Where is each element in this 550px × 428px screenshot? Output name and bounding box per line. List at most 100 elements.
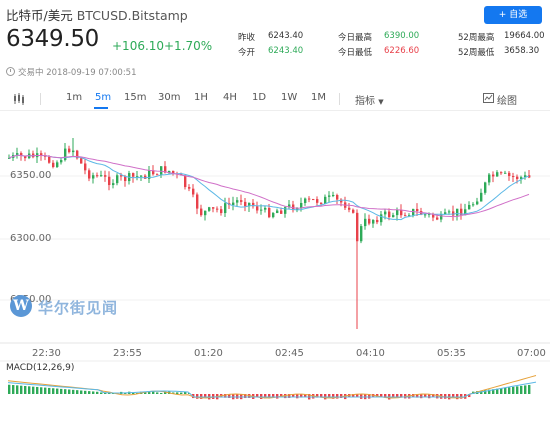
macd-bar [28,386,31,394]
macd-bar [180,392,183,394]
trading-status: 交易中 2018-09-19 07:00:51 [6,66,137,78]
draw-button[interactable]: 绘图 [483,92,517,107]
candle-body [424,214,427,216]
candle-body [116,175,119,184]
caret-down-icon: ▼ [378,98,384,106]
candle-body [348,207,351,210]
macd-bar [512,386,515,394]
candle-body [272,213,275,218]
macd-bar [316,394,319,398]
timeframe-30m[interactable]: 30m [158,92,181,103]
candle-body [476,201,479,205]
macd-bar [492,389,495,394]
macd-bar [524,385,527,394]
candle-body [204,210,207,216]
candle-body [336,194,339,200]
candle-body [488,174,491,183]
draw-icon [483,93,494,103]
candle-body [372,219,375,224]
price-chart[interactable]: 6350.00 6300.00 6250.00 W 华尔街见闻 22:30 23… [0,111,550,428]
candle-body [208,207,211,211]
timeframe-1w[interactable]: 1W [281,92,298,103]
timeframe-4h[interactable]: 4H [223,92,237,103]
macd-bar [80,390,83,394]
timeframe-1h[interactable]: 1H [194,92,208,103]
candle-body [200,208,203,216]
draw-label: 绘图 [497,96,517,107]
macd-bar [484,390,487,394]
macd-bar [292,394,295,398]
macd-bar [500,388,503,394]
candle-body [524,175,527,178]
macd-bar [16,385,19,394]
macd-bar [40,387,43,394]
candle-body [320,202,323,205]
timeframe-15m[interactable]: 15m [124,92,147,103]
candle-body [172,170,175,174]
candle-body [392,215,395,218]
indicator-dropdown[interactable]: 指标 ▼ [355,92,384,107]
timeframe-1mo[interactable]: 1M [311,92,326,103]
candle-body [276,210,279,214]
candle-body [144,175,147,179]
candle-body [400,209,403,216]
w52-high-label: 52周最高 [458,33,495,43]
candle-body [296,208,299,211]
candle-body [356,212,359,242]
candle-body [504,172,507,174]
macd-bar [264,394,267,399]
high-value: 6390.00 [384,31,420,41]
timeframe-1d[interactable]: 1D [252,92,267,103]
macd-bar [52,388,55,394]
candle-body [332,194,335,196]
candle-body [252,202,255,207]
candle-body [484,182,487,193]
macd-bar [520,385,523,394]
candle-body [220,209,223,214]
candle-body [8,157,11,159]
macd-bar [32,386,35,394]
macd-bar [64,389,67,394]
candle-body [396,209,399,216]
macd-bar [424,394,427,398]
candle-body [304,198,307,203]
macd-bar [380,394,383,398]
macd-bar [200,394,203,399]
timeframe-1m[interactable]: 1m [66,92,83,103]
macd-bar [268,394,271,399]
candle-body [52,162,55,168]
candle-body [512,176,515,178]
candle-body [496,172,499,177]
toolbar-divider [339,93,340,105]
macd-bar [8,384,11,394]
candle-body [308,198,311,200]
candle-body [188,187,191,189]
macd-bar [60,388,63,394]
macd-bar [272,394,275,398]
candle-body [288,204,291,208]
macd-bar [260,394,263,399]
macd-bar [384,394,387,398]
macd-dea-line [7,381,537,398]
candle-body [16,153,19,156]
macd-bar [508,387,511,394]
candlestick-icon[interactable] [13,93,25,105]
candle-body [528,175,531,178]
macd-bar [36,386,39,394]
low-label: 今日最低 [338,48,373,58]
candle-body [248,202,251,207]
macd-bar [156,392,159,394]
candle-body [236,200,239,203]
candle-body [88,170,91,179]
timeframe-5m[interactable]: 5m [95,92,112,103]
candle-body [268,207,271,218]
macd-bar [152,391,155,394]
add-watchlist-button[interactable]: + 自选 [484,6,542,24]
macd-bar [88,391,91,394]
candle-body [104,175,107,177]
macd-bar [504,387,507,394]
pair-name: 比特币/美元 [6,8,73,23]
candle-body [428,213,431,215]
macd-bar [336,394,339,399]
